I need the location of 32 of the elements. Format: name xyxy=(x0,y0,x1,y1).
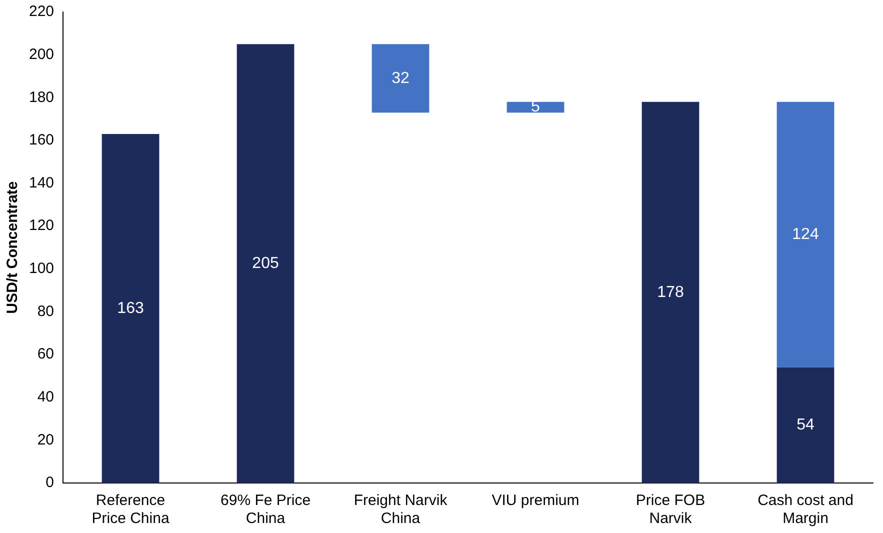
y-tick-label: 140 xyxy=(28,174,54,192)
y-tick-label: 180 xyxy=(28,88,54,106)
data-label: 178 xyxy=(657,284,684,301)
x-tick-label: Freight Narvik China xyxy=(354,492,448,528)
bar xyxy=(506,102,564,113)
y-tick-label: 120 xyxy=(28,217,54,234)
y-tick-label: 220 xyxy=(28,3,54,20)
bar xyxy=(776,367,834,483)
bar xyxy=(236,44,294,483)
y-tick-label: 100 xyxy=(28,260,54,278)
y-tick-label: 20 xyxy=(37,431,54,448)
x-tick-label: Price FOB Narvik xyxy=(636,492,706,528)
y-tick-label: 160 xyxy=(28,132,54,149)
y-axis-title: USD/t Concentrate xyxy=(4,181,22,314)
y-tick-label: 200 xyxy=(28,46,54,63)
x-tick-label: Cash cost and Margin xyxy=(758,492,854,528)
y-tick-label: 80 xyxy=(37,302,54,320)
y-tick-label: 40 xyxy=(37,388,54,406)
data-label: 205 xyxy=(252,254,279,272)
bar xyxy=(776,102,834,368)
bar xyxy=(642,102,700,483)
x-tick-label: 69% Fe Price China xyxy=(220,492,311,528)
data-label: 54 xyxy=(796,416,814,434)
data-label: 124 xyxy=(792,226,819,244)
bar xyxy=(102,134,160,483)
x-tick-label: Reference Price China xyxy=(92,492,170,528)
y-tick-label: 0 xyxy=(46,474,54,492)
bar xyxy=(372,44,430,113)
y-tick-label: 60 xyxy=(37,346,54,363)
data-label: 163 xyxy=(117,300,144,317)
data-label: 32 xyxy=(392,70,410,87)
x-tick-label: VIU premium xyxy=(492,492,580,510)
